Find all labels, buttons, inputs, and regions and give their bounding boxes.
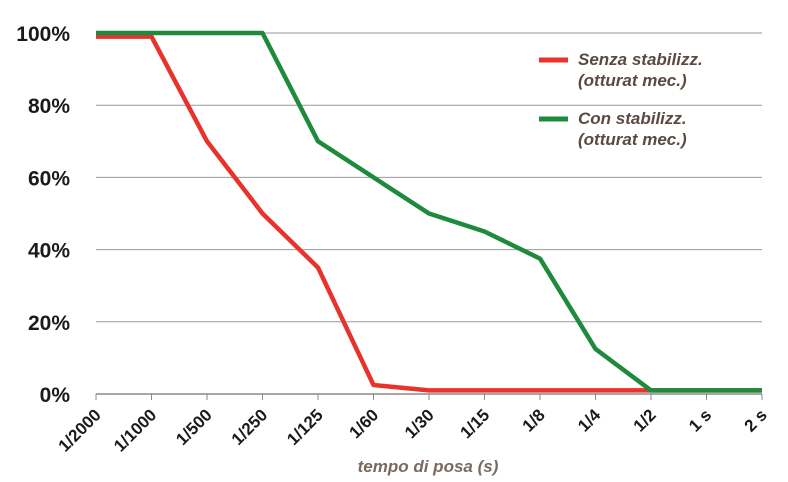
legend-label: Senza stabilizz. xyxy=(578,50,703,69)
x-tick-label: 1/8 xyxy=(519,405,549,435)
legend: Senza stabilizz. (otturat mec.) Con stabil… xyxy=(539,50,703,149)
y-tick-label: 40% xyxy=(28,240,70,263)
y-tick-label: 80% xyxy=(28,95,70,118)
y-tick-label: 100% xyxy=(16,23,70,46)
x-tick-label: 1/15 xyxy=(456,405,493,442)
x-axis-label: tempo di posa (s) xyxy=(358,457,499,476)
x-tick-label: 2 s xyxy=(741,405,771,435)
x-tick-label: 1 s xyxy=(685,405,715,435)
x-tick-label: 1/1000 xyxy=(110,405,160,455)
series-line-2 xyxy=(96,30,762,393)
x-tick-label: 1/4 xyxy=(574,405,605,436)
x-axis-tick-labels: 1/2000 1/1000 1/500 1/250 1/125 1/60 1/30 1/15 1… xyxy=(55,405,771,456)
legend-label: Con stabilizz. xyxy=(578,109,687,128)
x-tick-label: 1/2000 xyxy=(55,405,105,455)
y-axis-tick-labels: 0% 20% 40% 60% 80% 100% xyxy=(16,23,70,407)
x-tick-label: 1/125 xyxy=(283,405,327,449)
x-tick-label: 1/2 xyxy=(630,405,660,435)
y-tick-label: 20% xyxy=(28,312,70,335)
x-tick-label: 1/500 xyxy=(172,405,216,449)
y-tick-label: 60% xyxy=(28,167,70,190)
series-lines xyxy=(96,30,762,393)
y-tick-label: 0% xyxy=(40,384,71,407)
legend-label-subtitle: (otturat mec.) xyxy=(578,130,687,149)
x-tick-label: 1/60 xyxy=(345,405,382,442)
legend-label-subtitle: (otturat mec.) xyxy=(578,71,687,90)
x-tick-label: 1/250 xyxy=(228,405,272,449)
x-tick-label: 1/30 xyxy=(401,405,438,442)
